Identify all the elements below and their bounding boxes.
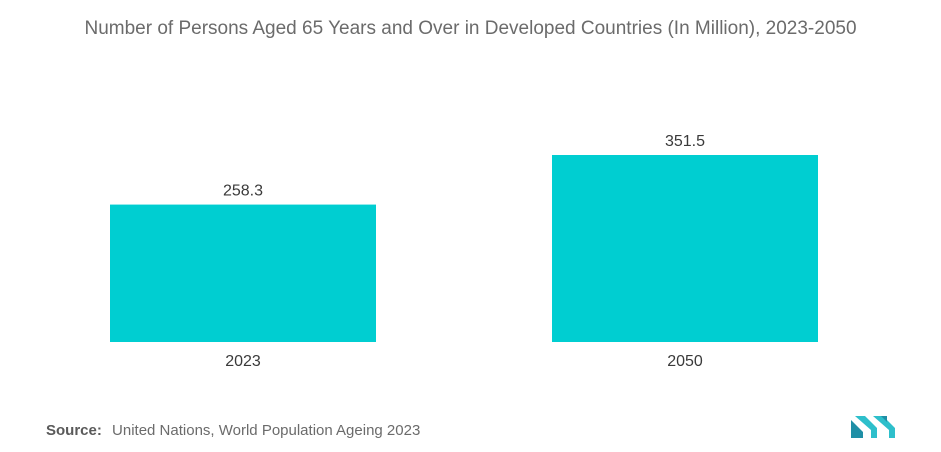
source-label: Source: — [46, 422, 102, 439]
source-note: Source: United Nations, World Population… — [46, 422, 420, 439]
mordor-logo-icon — [851, 416, 895, 438]
bar-2023 — [110, 204, 376, 342]
x-tick-label-2050: 2050 — [667, 353, 703, 370]
bar-2050 — [552, 155, 818, 342]
data-label-2023: 258.3 — [223, 183, 263, 200]
x-tick-label-2023: 2023 — [225, 353, 261, 370]
data-label-2050: 351.5 — [665, 133, 705, 150]
chart-title: Number of Persons Aged 65 Years and Over… — [84, 18, 857, 39]
source-text: United Nations, World Population Ageing … — [112, 422, 421, 439]
